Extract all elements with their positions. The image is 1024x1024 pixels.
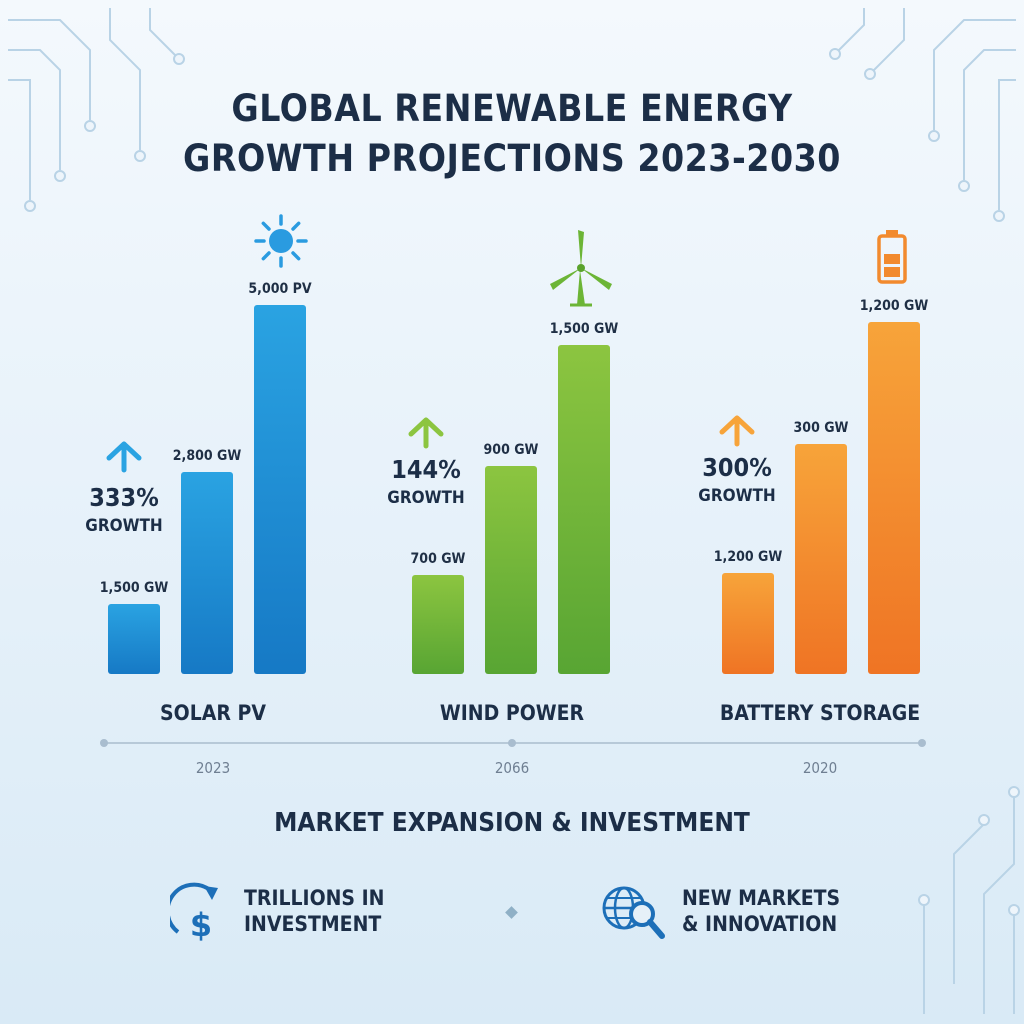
category-label: SOLAR PV — [160, 701, 266, 725]
up-arrow-icon — [719, 415, 755, 447]
title-line-2: GROWTH PROJECTIONS 2023-2030 — [183, 137, 841, 180]
bar-value-label: 1,500 GW — [550, 321, 619, 337]
bar-value-label: 1,200 GW — [714, 549, 783, 565]
wind-turbine-icon — [550, 230, 612, 307]
timeline-year-label: 2066 — [495, 759, 529, 777]
category-label: WIND POWER — [440, 701, 585, 725]
market-section-title: MARKET EXPANSION & INVESTMENT — [274, 808, 750, 838]
timeline-year-label: 2020 — [803, 759, 837, 777]
bar-wind-power-3 — [558, 345, 610, 674]
bar-value-label: 5,000 PV — [248, 281, 311, 297]
investment-feature: $ TRILLIONS IN INVESTMENT — [170, 880, 384, 942]
investment-line-2: INVESTMENT — [244, 912, 382, 936]
up-arrow-icon — [408, 417, 444, 449]
markets-line-2: & INNOVATION — [682, 912, 838, 936]
bar-value-label: 2,800 GW — [173, 448, 242, 464]
growth-label: GROWTH — [698, 486, 775, 506]
growth-percentage: 333% — [89, 483, 158, 512]
separator-diamond — [505, 906, 518, 919]
bar-solar-pv-2 — [181, 472, 233, 674]
bar-wind-power-1 — [412, 575, 464, 674]
bar-value-label: 1,200 GW — [860, 298, 929, 314]
growth-bar-chart: 1,500 GW 2,800 GW 5,000 PV 333% GROWTH SOLAR … — [85, 214, 929, 777]
bar-battery-storage-3 — [868, 322, 920, 674]
timeline-dot — [508, 739, 516, 747]
markets-text: NEW MARKETS & INNOVATION — [682, 885, 840, 937]
investment-line-1: TRILLIONS IN — [244, 886, 385, 910]
page-title: GLOBAL RENEWABLE ENERGY GROWTH PROJECTIO… — [0, 84, 1024, 184]
bar-wind-power-2 — [485, 466, 537, 674]
up-arrow-icon — [106, 441, 142, 473]
bar-value-label: 900 GW — [484, 442, 539, 458]
bar-value-label: 1,500 GW — [100, 580, 169, 596]
investment-text: TRILLIONS IN INVESTMENT — [244, 885, 384, 937]
title-line-1: GLOBAL RENEWABLE ENERGY — [231, 87, 793, 130]
dollar-growth-icon: $ — [170, 882, 218, 942]
markets-feature: NEW MARKETS & INNOVATION — [598, 880, 840, 942]
globe-search-icon — [602, 886, 665, 939]
growth-label: GROWTH — [85, 516, 162, 536]
bar-battery-storage-2 — [795, 444, 847, 674]
svg-text:$: $ — [190, 906, 212, 942]
bar-battery-storage-1 — [722, 573, 774, 674]
bar-solar-pv-1 — [108, 604, 160, 674]
bar-value-label: 700 GW — [411, 551, 466, 567]
growth-percentage: 300% — [702, 453, 771, 482]
growth-label: GROWTH — [387, 488, 464, 508]
bar-solar-pv-3 — [254, 305, 306, 674]
timeline-dot — [918, 739, 926, 747]
timeline-year-label: 2023 — [196, 759, 230, 777]
markets-line-1: NEW MARKETS — [682, 886, 841, 910]
timeline-dot — [100, 739, 108, 747]
category-label: BATTERY STORAGE — [720, 701, 920, 725]
bar-value-label: 300 GW — [794, 420, 849, 436]
growth-percentage: 144% — [391, 455, 460, 484]
sun-icon — [254, 214, 308, 268]
battery-icon — [877, 230, 907, 284]
